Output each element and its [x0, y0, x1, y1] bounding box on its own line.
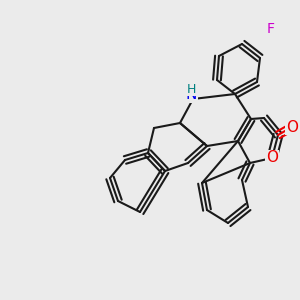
- Text: F: F: [267, 22, 275, 36]
- Text: O: O: [266, 151, 278, 166]
- Text: H: H: [187, 82, 196, 96]
- Text: O: O: [286, 119, 298, 134]
- Text: N: N: [186, 87, 197, 102]
